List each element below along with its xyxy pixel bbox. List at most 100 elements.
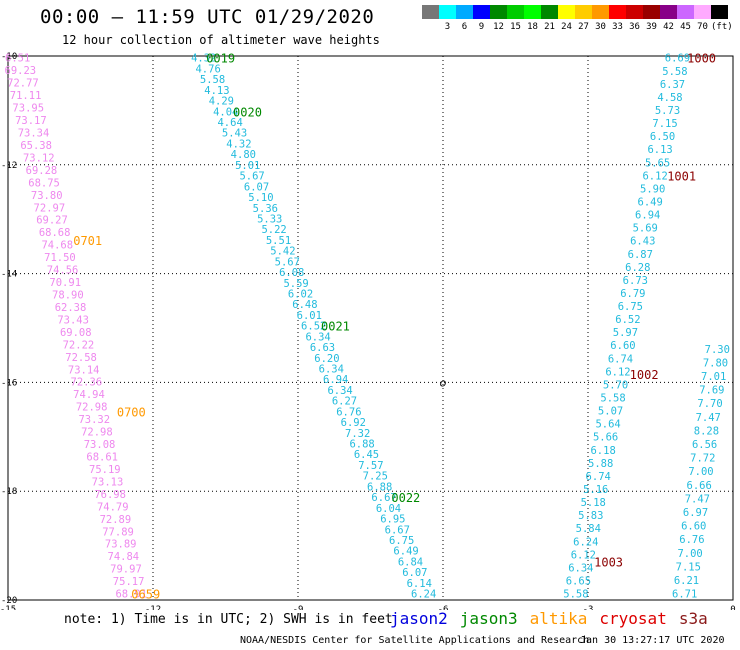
wave-height-value: 7.69 [699,385,724,397]
wave-height-value: 5.16 [583,484,608,496]
wave-height-value: 74.94 [73,389,105,401]
wave-height-value: 72.98 [76,402,108,414]
wave-height-value: 5.66 [593,432,618,444]
track-marker-label: o [440,376,447,389]
legend-item-jason3: jason3 [459,609,518,628]
wave-height-value: 6.48 [292,299,317,311]
wave-height-value: 72.77 [7,78,39,90]
wave-height-value: 6.24 [573,536,598,548]
scale-swatch [439,5,456,19]
wave-height-value: 6.84 [398,556,423,568]
wave-height-value: 5.70 [603,379,628,391]
wave-height-value: 73.43 [57,314,89,326]
wave-height-value: 73.32 [78,414,110,426]
y-tick-label: -10 [1,52,17,62]
wave-height-value: 7.01 [701,371,726,383]
wave-height-value: 6.08 [279,267,304,279]
scale-label: 6 [461,22,468,32]
wave-height-value: 6.97 [683,507,708,519]
wave-height-value: 6.65 [566,575,591,587]
wave-height-value: 6.14 [407,578,432,590]
wave-height-value: 5.67 [275,256,300,268]
scale-label: 30 [595,22,606,32]
wave-height-value: 72.22 [63,339,95,351]
wave-height-value: 72.97 [34,202,66,214]
wave-height-value: 4.80 [231,149,256,161]
scale-swatch [524,5,541,19]
wave-height-value: 5.58 [600,393,625,405]
wave-height-value: 7.47 [696,412,721,424]
wave-height-value: 6.52 [615,314,640,326]
plot-frame [7,55,734,601]
track-time-label: 0700 [117,405,146,419]
scale-swatch [711,5,728,19]
scale-label: 33 [612,22,623,32]
wave-height-value: 5.58 [563,589,588,601]
wave-height-value: 65.38 [20,140,52,152]
scale-swatch [456,5,473,19]
scale-swatch [558,5,575,19]
scale-label: 9 [478,22,485,32]
wave-height-value: 6.67 [371,492,396,504]
wave-height-value: 6.02 [288,288,313,300]
scale-label: 36 [629,22,640,32]
wave-height-value: 72.36 [71,377,103,389]
wave-height-value: 6.27 [332,396,357,408]
scale-swatch [422,5,439,19]
wave-height-value: 6.12 [605,366,630,378]
wave-height-value: 6.69 [665,53,690,65]
wave-height-value: 6.49 [393,546,418,558]
wave-height-value: 5.64 [595,419,620,431]
wave-height-value: 7.15 [652,118,677,130]
wave-height-value: 5.65 [645,157,670,169]
wave-height-value: 5.58 [662,66,687,78]
scale-label: 12 [493,22,504,32]
wave-height-value: 6.18 [590,445,615,457]
wave-height-value: 72.58 [65,352,97,364]
wave-height-value: 6.20 [314,353,339,365]
y-tick-label: -12 [1,161,17,171]
wave-height-value: 6.87 [628,249,653,261]
wave-height-value: 74.68 [41,240,73,252]
wave-height-value: 72.98 [81,427,113,439]
wave-height-value: 73.17 [15,115,47,127]
wave-height-value: 68.68 [39,227,71,239]
wave-height-value: 5.07 [598,406,623,418]
wave-height-value: 5.73 [655,105,680,117]
legend-item-altika: altika [529,609,588,628]
wave-height-value: 69.08 [60,327,92,339]
wave-height-value: 5.33 [257,213,282,225]
wave-height-value: 71.11 [10,90,42,102]
y-tick-label: -20 [1,596,17,606]
wave-height-value: 74.84 [108,551,140,563]
wave-height-value: 6.13 [647,144,672,156]
plot-area: -15 -12 -9 -6 -3 0-10-12-14-16-18-20o6.5169.2… [0,52,736,610]
wave-height-value: 6.60 [610,340,635,352]
scale-swatch [592,5,609,19]
scale-swatch [609,5,626,19]
wave-height-value: 74.79 [97,501,129,513]
wave-height-value: 7.15 [676,561,701,573]
footer-credit: NOAA/NESDIS Center for Satellite Applica… [240,635,590,646]
wave-height-value: 6.73 [623,275,648,287]
wave-height-value: 7.80 [703,357,728,369]
wave-height-value: 7.00 [688,466,713,478]
scale-label: 42 [663,22,674,32]
wave-height-value: 6.24 [411,589,436,601]
legend-item-s3a: s3a [678,609,708,628]
satellite-legend: jason2 jason3 altika cryosat s3a [390,609,720,628]
wave-height-value: 5.84 [576,523,601,535]
wave-height-value: 6.21 [674,575,699,587]
wave-height-value: 73.34 [18,127,50,139]
track-time-label: 0022 [391,491,420,505]
wave-height-value: 68.75 [28,177,60,189]
scale-swatch [490,5,507,19]
scale-label: 45 [680,22,691,32]
wave-height-value: 5.18 [581,497,606,509]
wave-height-value: 6.45 [354,449,379,461]
wave-height-value: 6.37 [660,79,685,91]
wave-height-value: 70.91 [49,277,81,289]
wave-height-value: 4.58 [657,92,682,104]
x-tick-label: -12 [145,605,161,610]
wave-height-value: 6.94 [323,374,348,386]
